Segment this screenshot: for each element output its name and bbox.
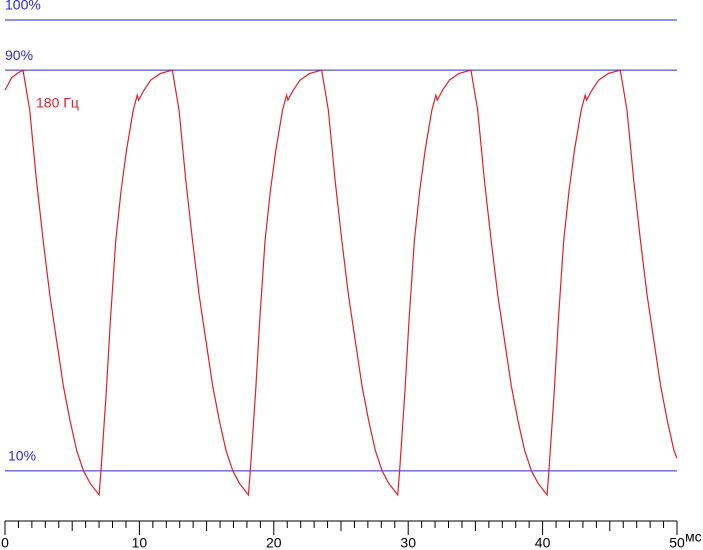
- x-tick-label: 0: [1, 535, 9, 550]
- x-tick-label: 40: [535, 535, 551, 550]
- series-line: [4, 69, 678, 497]
- x-axis-label: мс: [685, 529, 702, 545]
- reference-label: 10%: [8, 448, 36, 464]
- series-label: 180 Гц: [36, 95, 79, 111]
- x-tick-label: 10: [132, 535, 148, 550]
- reference-label: 100%: [5, 0, 41, 13]
- x-tick-label: 20: [266, 535, 282, 550]
- x-tick-label: 30: [400, 535, 416, 550]
- x-tick-label: 50: [669, 535, 685, 550]
- reference-label: 90%: [5, 47, 33, 63]
